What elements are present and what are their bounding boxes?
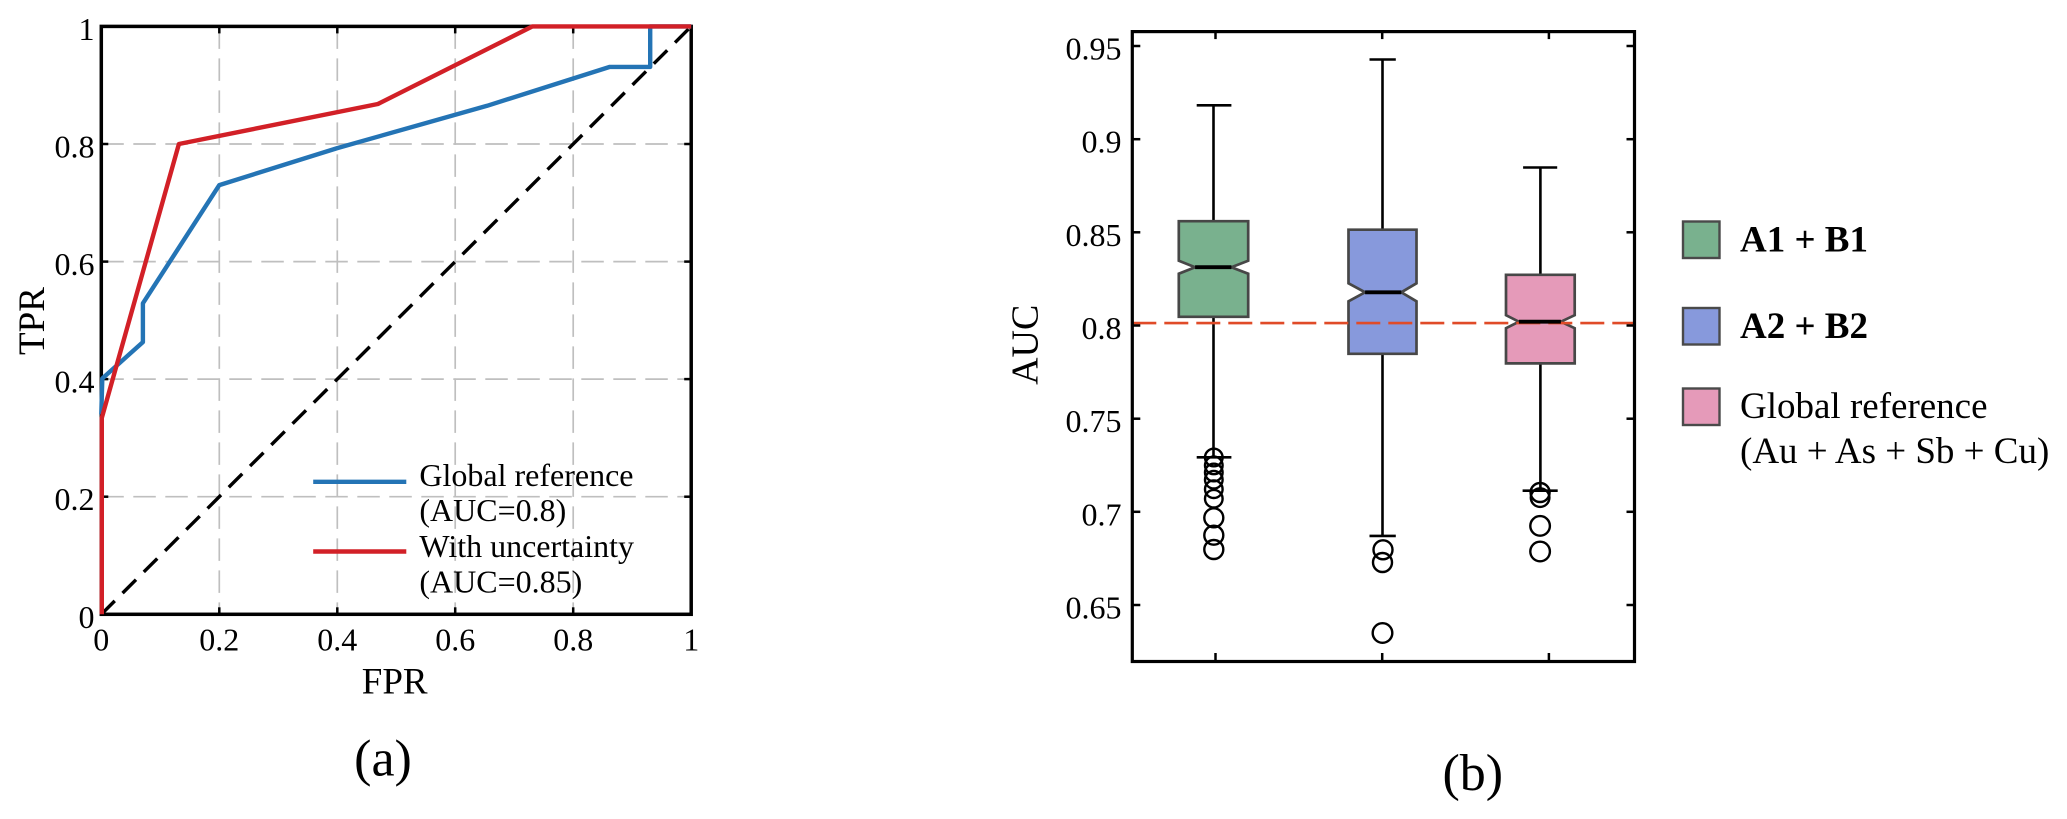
svg-text:0.6: 0.6 bbox=[435, 621, 475, 657]
svg-text:(b): (b) bbox=[1442, 745, 1503, 802]
svg-text:(AUC=0.85): (AUC=0.85) bbox=[419, 564, 582, 600]
svg-text:0.2: 0.2 bbox=[199, 621, 239, 657]
svg-text:(a): (a) bbox=[354, 731, 412, 788]
svg-text:0.85: 0.85 bbox=[1066, 217, 1122, 253]
svg-text:0.8: 0.8 bbox=[55, 129, 95, 165]
svg-text:0.4: 0.4 bbox=[317, 621, 357, 657]
svg-text:0.95: 0.95 bbox=[1066, 31, 1122, 67]
svg-text:0.4: 0.4 bbox=[55, 364, 95, 400]
svg-text:(Au + As + Sb + Cu): (Au + As + Sb + Cu) bbox=[1740, 431, 2049, 472]
svg-text:0.8: 0.8 bbox=[553, 621, 593, 657]
svg-text:0.7: 0.7 bbox=[1082, 496, 1122, 532]
svg-text:With uncertainty: With uncertainty bbox=[419, 528, 634, 564]
svg-text:0.8: 0.8 bbox=[1082, 310, 1122, 346]
svg-text:0.6: 0.6 bbox=[55, 246, 95, 282]
svg-text:0.65: 0.65 bbox=[1066, 590, 1122, 626]
svg-text:1: 1 bbox=[683, 621, 699, 657]
svg-text:Global reference: Global reference bbox=[419, 457, 633, 493]
svg-text:TPR: TPR bbox=[12, 287, 53, 355]
svg-text:Global reference: Global reference bbox=[1740, 386, 1988, 427]
svg-text:0.75: 0.75 bbox=[1066, 403, 1122, 439]
svg-text:0.2: 0.2 bbox=[55, 481, 95, 517]
svg-text:0.9: 0.9 bbox=[1082, 124, 1122, 160]
svg-text:(AUC=0.8): (AUC=0.8) bbox=[419, 492, 566, 528]
svg-text:1: 1 bbox=[79, 11, 95, 47]
svg-text:0: 0 bbox=[79, 599, 95, 635]
svg-text:A2 + B2: A2 + B2 bbox=[1740, 306, 1868, 347]
svg-text:0: 0 bbox=[93, 621, 109, 657]
svg-text:FPR: FPR bbox=[362, 662, 428, 703]
svg-text:AUC: AUC bbox=[1005, 305, 1047, 385]
svg-text:A1 + B1: A1 + B1 bbox=[1740, 220, 1868, 261]
